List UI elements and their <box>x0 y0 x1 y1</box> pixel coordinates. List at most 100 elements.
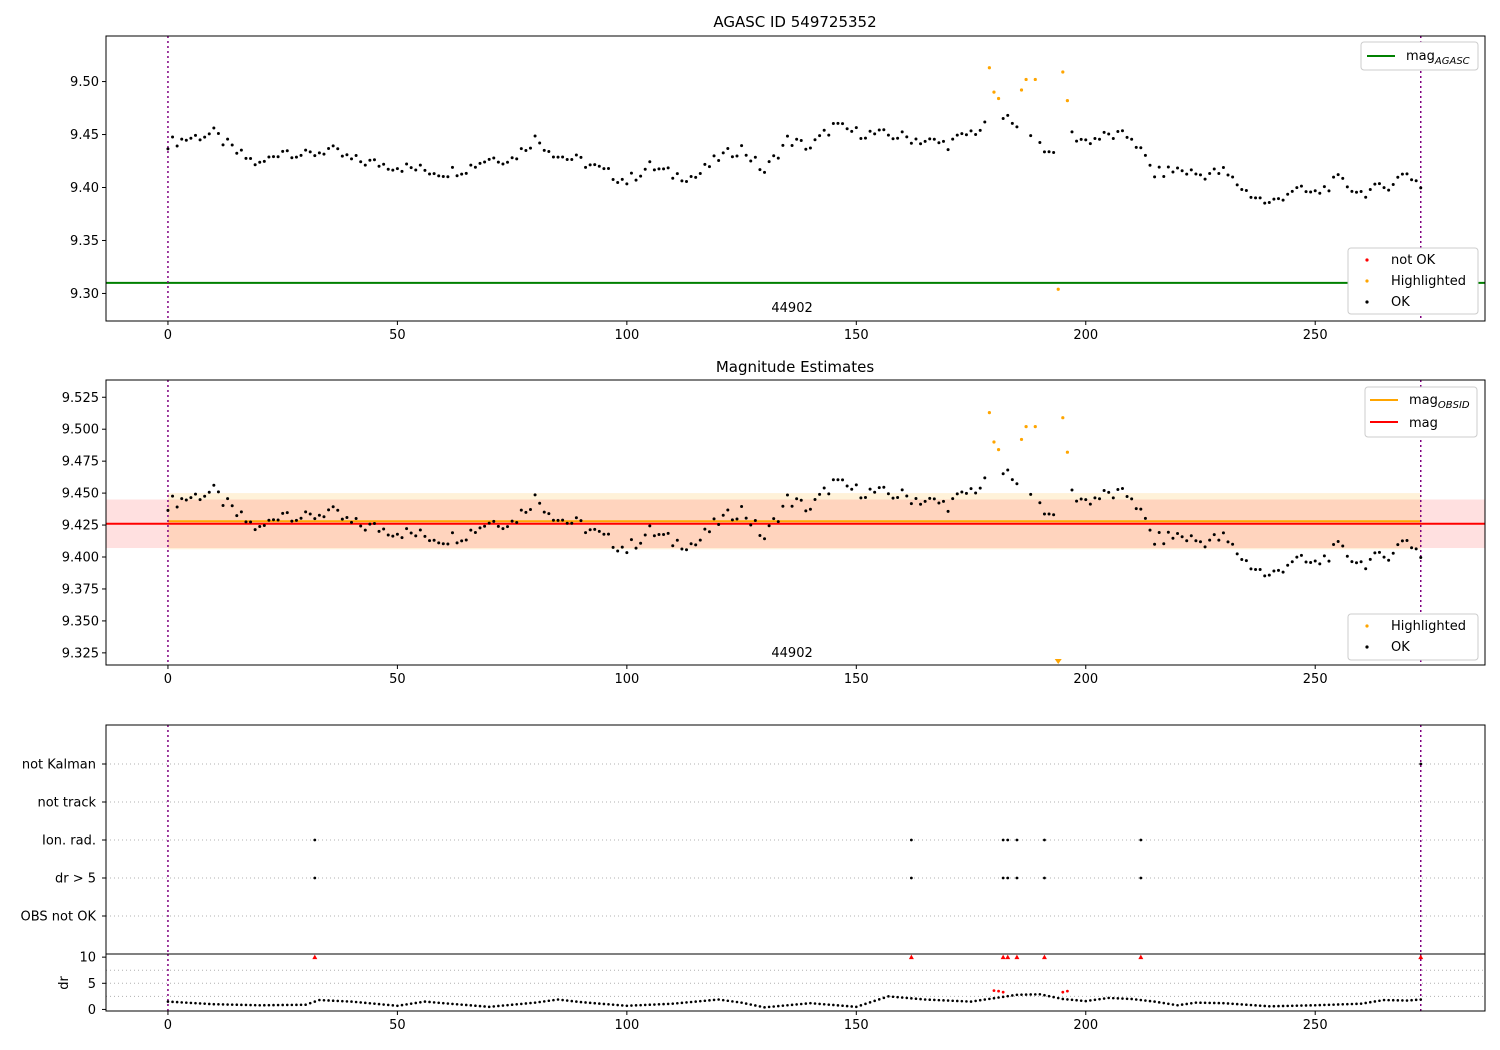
ok-point <box>634 546 638 550</box>
dr-point <box>441 1001 445 1005</box>
ok-point <box>1290 189 1294 193</box>
ok-point <box>249 156 253 160</box>
flag-label: not Kalman <box>22 758 96 773</box>
xtick-label: 100 <box>614 672 639 687</box>
ok-point <box>350 520 354 524</box>
ok-point <box>1355 190 1359 194</box>
dr-point <box>997 996 1000 999</box>
ok-point <box>882 128 886 132</box>
ok-point <box>294 155 298 159</box>
ok-point <box>1281 198 1285 202</box>
dr-point <box>1033 993 1037 996</box>
ok-point <box>978 128 982 132</box>
ok-point <box>1231 175 1235 179</box>
ok-point <box>1042 150 1046 154</box>
ok-point <box>299 516 303 520</box>
dr-point <box>841 1004 844 1008</box>
ok-point <box>253 163 257 167</box>
ok-point <box>506 525 510 529</box>
ok-point <box>648 160 652 164</box>
ok-point <box>1276 197 1280 201</box>
ok-point <box>524 510 528 514</box>
ok-point <box>1304 190 1308 194</box>
dr-highlighted-point <box>992 989 996 993</box>
ok-point <box>327 508 331 512</box>
ok-point <box>1203 177 1207 181</box>
dr-point <box>666 1002 670 1006</box>
dr-clipped-marker <box>1138 954 1144 960</box>
dr-point <box>873 999 876 1003</box>
ok-point <box>955 133 959 137</box>
ok-point <box>941 499 945 503</box>
ok-point <box>707 530 711 534</box>
ok-point <box>850 487 854 491</box>
dr-point <box>1268 1004 1271 1008</box>
ok-point <box>1400 172 1404 176</box>
ok-point <box>496 524 500 528</box>
ok-point <box>1111 136 1115 140</box>
ok-point <box>1304 560 1308 564</box>
dr-point <box>896 995 899 999</box>
ok-point <box>694 543 698 547</box>
ok-point <box>914 497 918 501</box>
ok-point <box>570 521 574 525</box>
dr-point <box>1336 1003 1340 1006</box>
dr-point <box>230 1003 234 1006</box>
ok-point <box>863 495 867 499</box>
ok-point <box>1107 490 1111 494</box>
ok-point <box>1130 497 1134 501</box>
ok-point <box>877 128 881 132</box>
ok-point <box>244 520 248 524</box>
dr-point <box>1245 1003 1248 1007</box>
ok-point <box>1139 507 1143 511</box>
dr-point <box>1309 1004 1312 1007</box>
dr-point <box>1098 997 1101 1001</box>
ok-point <box>964 133 968 137</box>
dr-point <box>598 1002 601 1005</box>
ok-point <box>1313 559 1317 563</box>
ok-point <box>951 497 955 501</box>
ok-point <box>909 502 913 506</box>
ok-point <box>652 168 656 172</box>
ok-point <box>763 170 767 174</box>
ok-point <box>1240 188 1244 192</box>
ok-point <box>685 548 689 552</box>
ok-point <box>216 132 220 136</box>
ok-point <box>804 509 808 513</box>
ok-point <box>919 142 923 146</box>
ok-point <box>414 168 418 172</box>
legend-not-ok: not OK <box>1391 253 1436 268</box>
ok-point <box>776 520 780 524</box>
ok-point <box>1006 468 1010 472</box>
ok-point <box>1299 553 1303 557</box>
ok-point <box>795 137 799 141</box>
ok-point <box>212 483 216 487</box>
ok-point <box>340 517 344 521</box>
ok-point <box>216 490 220 494</box>
ok-point <box>510 519 514 523</box>
dr-point <box>1290 1004 1294 1008</box>
dr-point <box>689 1000 693 1004</box>
dr-point <box>446 1002 450 1005</box>
ok-point <box>1130 137 1134 141</box>
ok-point <box>317 513 321 517</box>
ok-point <box>841 122 845 126</box>
dr-point <box>891 995 895 999</box>
dr-point <box>1130 997 1133 1001</box>
dr-point <box>290 1003 294 1007</box>
ok-point <box>1217 171 1221 175</box>
ok-point <box>634 178 638 182</box>
ok-point <box>515 157 519 161</box>
dr-point <box>1111 996 1115 1000</box>
dr-point <box>533 1001 537 1004</box>
highlighted-point <box>987 66 991 70</box>
dr-point <box>630 1004 633 1007</box>
dr-point <box>1364 1001 1367 1005</box>
dr-point <box>1222 1001 1225 1005</box>
ok-point <box>1006 113 1010 117</box>
ok-point <box>267 518 271 522</box>
ok-point <box>854 483 858 487</box>
dr-point <box>1304 1004 1308 1007</box>
ok-point <box>625 551 629 555</box>
legend-mag-agasc-sub: AGASC <box>1434 56 1470 67</box>
